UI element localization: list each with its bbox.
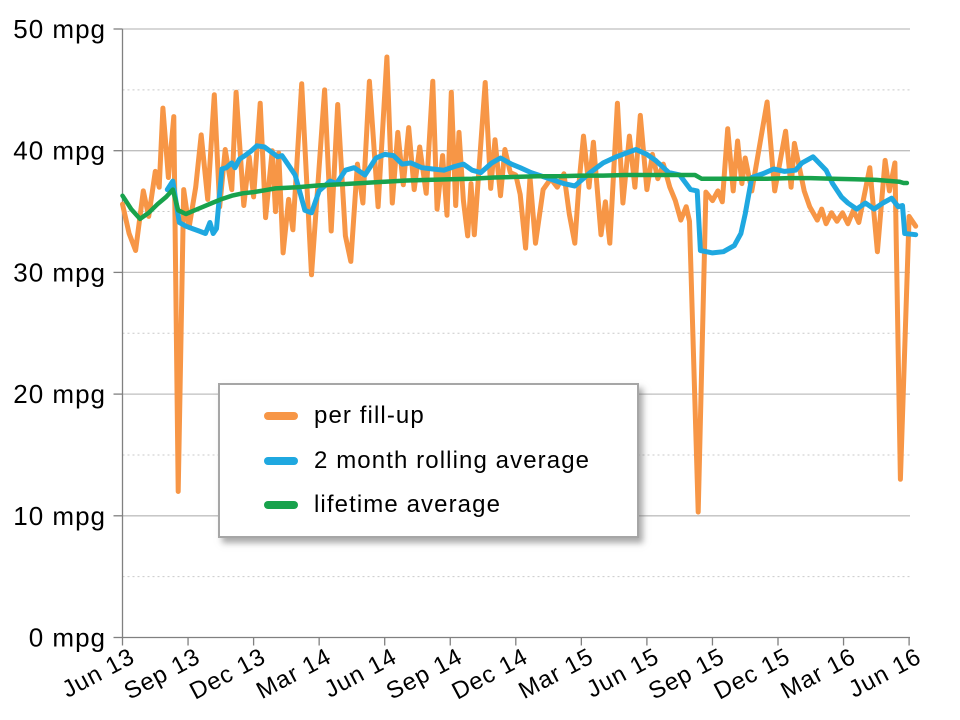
y-tick-label: 40 mpg bbox=[13, 136, 106, 166]
legend-swatch-rolling-average bbox=[264, 456, 298, 465]
legend-item-lifetime-average: lifetime average bbox=[220, 491, 637, 519]
x-tick-label: Jun 16 bbox=[844, 643, 926, 703]
y-tick-label: 10 mpg bbox=[13, 501, 106, 531]
legend-label-rolling-average: 2 month rolling average bbox=[314, 446, 591, 474]
series-2-month-rolling-average bbox=[164, 143, 919, 256]
series-lifetime-average bbox=[120, 172, 910, 222]
legend-swatch-per-fill-up bbox=[264, 411, 298, 420]
x-tick-label: Mar 15 bbox=[514, 643, 598, 705]
chart-legend: per fill-up 2 month rolling average life… bbox=[218, 383, 639, 538]
x-tick-label: Mar 16 bbox=[776, 643, 860, 705]
legend-item-rolling-average: 2 month rolling average bbox=[220, 447, 637, 475]
y-tick-label: 0 mpg bbox=[29, 623, 106, 653]
x-tick-label: Dec 14 bbox=[447, 643, 532, 705]
legend-label-per-fill-up: per fill-up bbox=[314, 401, 425, 429]
y-tick-label: 20 mpg bbox=[13, 379, 106, 409]
legend-label-lifetime-average: lifetime average bbox=[314, 491, 502, 519]
legend-swatch-lifetime-average bbox=[264, 501, 298, 510]
x-tick-label: Dec 15 bbox=[710, 643, 795, 705]
legend-item-per-fill-up: per fill-up bbox=[220, 402, 637, 430]
x-tick-label: Mar 14 bbox=[252, 643, 336, 705]
x-tick-label: Dec 13 bbox=[185, 643, 270, 705]
y-tick-label: 30 mpg bbox=[13, 257, 106, 287]
y-tick-label: 50 mpg bbox=[13, 14, 106, 44]
series-per-fill-up bbox=[120, 54, 919, 515]
